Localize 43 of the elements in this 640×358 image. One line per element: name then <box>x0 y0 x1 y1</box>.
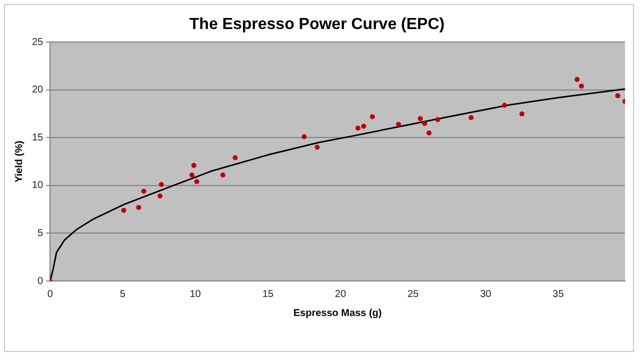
point <box>418 116 423 122</box>
point <box>519 111 524 116</box>
point <box>578 84 584 89</box>
point <box>191 162 196 168</box>
point <box>396 122 402 127</box>
point <box>426 130 432 136</box>
point <box>314 144 320 150</box>
point <box>574 76 580 82</box>
y-tick-label: 15 <box>32 132 44 144</box>
point <box>189 172 194 178</box>
x-tick-label: 15 <box>262 288 274 300</box>
point <box>361 124 366 129</box>
x-tick-label: 20 <box>334 288 346 300</box>
point <box>136 204 142 210</box>
y-tick-label: 25 <box>32 36 44 48</box>
y-tick-label: 10 <box>32 180 44 192</box>
x-tick-label: 25 <box>407 288 420 300</box>
point <box>355 126 360 131</box>
point <box>121 208 126 213</box>
y-tick-label: 0 <box>38 276 44 287</box>
point <box>422 120 428 126</box>
point <box>302 134 307 140</box>
point <box>502 102 508 108</box>
point <box>158 193 163 198</box>
y-tick-label: 5 <box>38 228 44 239</box>
point <box>220 172 226 178</box>
point <box>158 182 164 188</box>
x-axis-title: Espresso Mass (g) <box>293 308 382 319</box>
x-tick-label: 35 <box>552 288 564 300</box>
x-tick-label: 30 <box>480 288 492 300</box>
chart-title: The Espresso Power Curve (EPC) <box>189 16 445 34</box>
point <box>141 188 146 194</box>
point <box>232 155 238 160</box>
point <box>435 117 440 122</box>
point <box>194 179 200 184</box>
x-tick-label: 10 <box>190 288 202 300</box>
point <box>615 93 620 98</box>
point <box>468 115 474 120</box>
point <box>370 114 375 120</box>
y-tick-label: 20 <box>32 84 44 96</box>
y-axis-title: Yield (%) <box>14 140 25 183</box>
x-tick-label: 5 <box>120 288 126 300</box>
x-tick-label: 0 <box>47 288 54 300</box>
